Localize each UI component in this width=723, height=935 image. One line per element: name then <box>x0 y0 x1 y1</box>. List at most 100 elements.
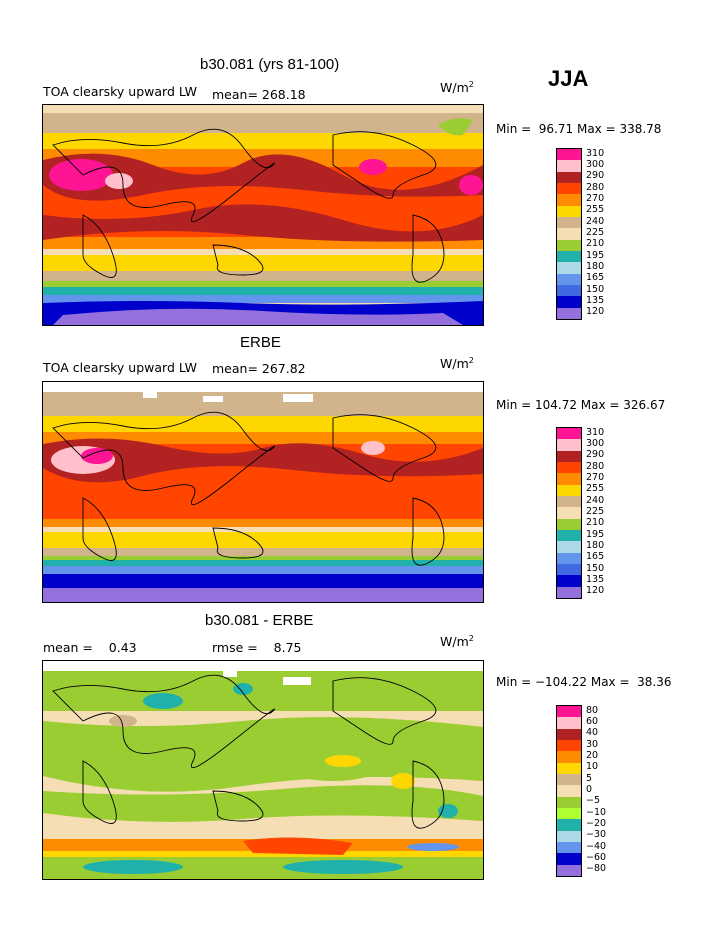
colorbar-swatch <box>557 160 581 173</box>
colorbar-swatch <box>557 228 581 241</box>
colorbar-tick-label: 290 <box>586 449 605 461</box>
colorbar-tick-label: 225 <box>586 227 605 238</box>
colorbar-tick-label: 280 <box>586 460 605 472</box>
colorbar-swatch <box>557 586 581 599</box>
colorbar-swatch <box>557 541 581 554</box>
colorbar-swatch <box>557 842 581 854</box>
panel1-units-label: W/m2 <box>440 80 474 96</box>
season-label: JJA <box>548 66 589 91</box>
colorbar-tick-label: 60 <box>586 716 599 727</box>
colorbar-swatch <box>557 251 581 263</box>
panel3-mean-label: mean = 0.43 <box>43 640 137 655</box>
panel1-mean-label: mean= 268.18 <box>212 87 306 102</box>
colorbar-tick-label: 180 <box>586 261 605 272</box>
colorbar-swatch <box>557 285 581 297</box>
panel2-variable-label: TOA clearsky upward LW <box>43 360 198 375</box>
colorbar-tick-label: 80 <box>586 704 599 716</box>
colorbar-tick-label: 255 <box>586 483 605 495</box>
colorbar-swatch <box>557 149 581 161</box>
colorbar-tick-label: 280 <box>586 181 605 193</box>
colorbar-swatch <box>557 808 581 820</box>
colorbar-tick-label: 5 <box>586 772 593 784</box>
colorbar-tick-label: 30 <box>586 738 599 750</box>
panel1-variable-label: TOA clearsky upward LW <box>43 84 198 99</box>
panel2-minmax: Min = 104.72 Max = 326.67 <box>496 398 666 412</box>
colorbar-tick-label: 150 <box>586 283 605 295</box>
panel3-rmse-label: rmse = 8.75 <box>212 640 302 655</box>
colorbar-swatch <box>557 785 581 798</box>
colorbar-swatch <box>557 217 581 229</box>
colorbar-swatch <box>557 552 581 565</box>
colorbar-tick-label: 300 <box>586 159 605 170</box>
colorbar-tick-label: 195 <box>586 528 605 540</box>
colorbar-swatch <box>557 564 581 576</box>
panel2-title: ERBE <box>240 334 281 351</box>
panel3-minmax: Min = −104.22 Max = 38.36 <box>496 675 672 689</box>
colorbar-swatch <box>557 205 581 218</box>
colorbar-swatch <box>557 484 581 497</box>
colorbar-tick-label: 290 <box>586 170 605 182</box>
panel2-units-label: W/m2 <box>440 356 474 372</box>
panel2-mean-label: mean= 267.82 <box>212 361 306 376</box>
colorbar-swatch <box>557 239 581 252</box>
colorbar-swatch <box>557 462 581 474</box>
colorbar-tick-label: −10 <box>586 806 607 818</box>
colorbar-tick-label: 310 <box>586 147 605 159</box>
colorbar-swatch <box>557 273 581 286</box>
colorbar-swatch <box>557 717 581 730</box>
colorbar-tick-label: 0 <box>586 784 593 795</box>
panel1-title: b30.081 (yrs 81-100) <box>200 56 340 73</box>
colorbar-swatch <box>557 428 581 440</box>
colorbar-tick-label: 210 <box>586 238 605 250</box>
colorbar-swatch <box>557 762 581 775</box>
colorbar-tick-label: 210 <box>586 517 605 529</box>
colorbar-swatch <box>557 439 581 452</box>
colorbar-tick-label: −5 <box>586 795 601 807</box>
colorbar-tick-label: 180 <box>586 540 605 551</box>
colorbar-swatch <box>557 853 581 866</box>
panel3-map <box>42 660 484 880</box>
colorbar-swatch <box>557 473 581 486</box>
panel3-map-svg <box>43 661 483 879</box>
colorbar-swatch <box>557 171 581 184</box>
panel3-colorbar <box>556 705 582 877</box>
panel3-title: b30.081 - ERBE <box>205 612 314 629</box>
colorbar-tick-label: −80 <box>586 863 607 875</box>
colorbar-swatch <box>557 296 581 309</box>
panel1-colorbar <box>556 148 582 320</box>
colorbar-swatch <box>557 706 581 718</box>
colorbar-tick-label: 120 <box>586 585 605 597</box>
panel1-map-svg <box>43 105 483 325</box>
colorbar-swatch <box>557 307 581 320</box>
colorbar-tick-label: −60 <box>586 852 607 863</box>
colorbar-tick-label: 165 <box>586 272 605 284</box>
colorbar-tick-label: 120 <box>586 306 605 318</box>
panel3-units-label: W/m2 <box>440 634 474 650</box>
colorbar-swatch <box>557 819 581 832</box>
colorbar-swatch <box>557 830 581 843</box>
colorbar-swatch <box>557 496 581 508</box>
colorbar-swatch <box>557 728 581 741</box>
colorbar-tick-label: 240 <box>586 215 605 227</box>
colorbar-swatch <box>557 740 581 752</box>
colorbar-tick-label: 20 <box>586 750 599 761</box>
colorbar-swatch <box>557 864 581 877</box>
colorbar-tick-label: 10 <box>586 761 599 773</box>
colorbar-swatch <box>557 530 581 542</box>
panel2-colorbar <box>556 427 582 599</box>
panel2-map <box>42 381 484 603</box>
panel2-map-svg <box>43 382 483 602</box>
colorbar-swatch <box>557 774 581 786</box>
colorbar-swatch <box>557 183 581 195</box>
colorbar-tick-label: 240 <box>586 494 605 506</box>
colorbar-tick-label: 270 <box>586 193 605 204</box>
colorbar-tick-label: −20 <box>586 818 607 829</box>
colorbar-swatch <box>557 796 581 809</box>
colorbar-tick-label: 40 <box>586 727 599 739</box>
panel1-map <box>42 104 484 326</box>
colorbar-tick-label: −40 <box>586 840 607 852</box>
colorbar-tick-label: 150 <box>586 562 605 574</box>
colorbar-tick-label: 195 <box>586 249 605 261</box>
colorbar-tick-label: 165 <box>586 551 605 563</box>
colorbar-tick-label: 310 <box>586 426 605 438</box>
